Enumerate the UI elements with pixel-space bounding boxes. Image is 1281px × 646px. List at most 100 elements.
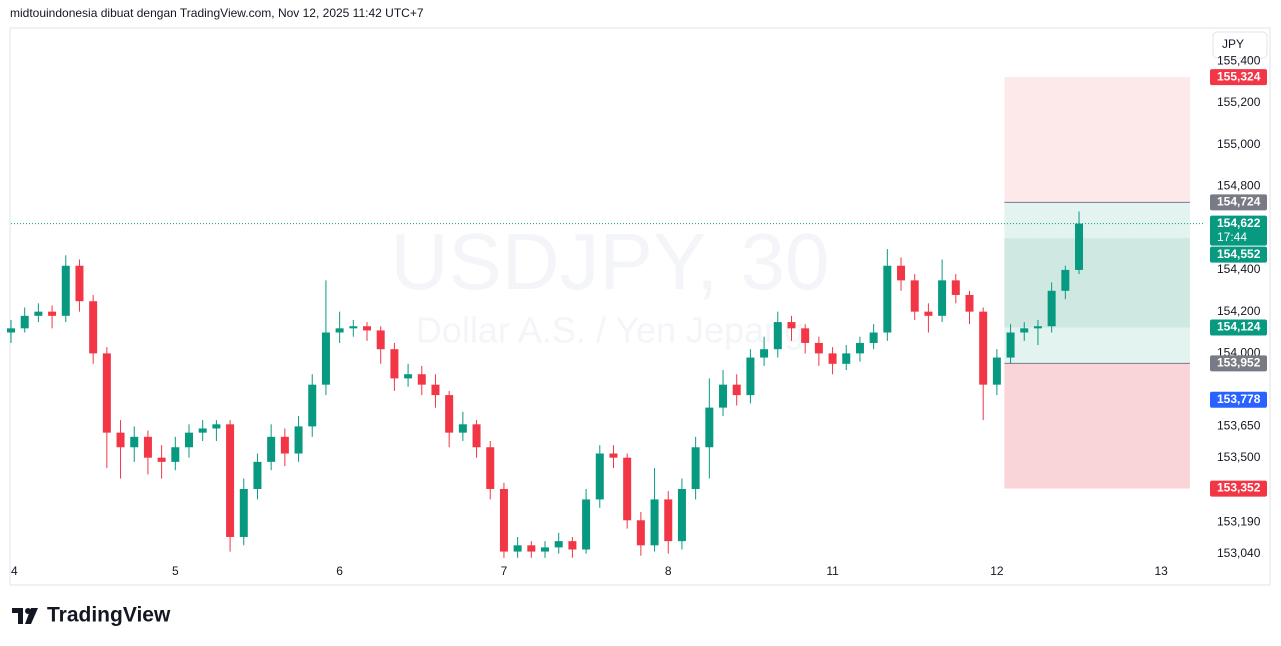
- price-label-box: [1210, 215, 1267, 246]
- candle-body: [431, 384, 440, 396]
- position-zone: [1004, 238, 1190, 328]
- candle-body: [376, 330, 385, 350]
- y-tick-label: 153,500: [1217, 450, 1261, 464]
- brand: TradingView: [47, 604, 171, 627]
- x-tick-label: 12: [990, 564, 1004, 578]
- candle-body: [855, 342, 864, 354]
- candle-body: [239, 488, 248, 537]
- candle-body: [390, 349, 399, 379]
- logo-mark: [25, 608, 38, 624]
- candle-body: [965, 294, 974, 312]
- x-tick-label: 4: [11, 564, 18, 578]
- price-label: 153,952: [1217, 356, 1261, 370]
- currency-box[interactable]: [1212, 31, 1268, 59]
- candle-body: [61, 265, 70, 316]
- candle-body: [938, 280, 947, 316]
- candle-body: [842, 353, 851, 364]
- candle-body: [554, 541, 563, 548]
- logo: [12, 608, 38, 624]
- x-tick-label: 8: [665, 564, 672, 578]
- candle-body: [157, 457, 166, 462]
- price-label-box: [1210, 69, 1267, 86]
- candle-body: [732, 384, 741, 396]
- watermark-description: Dollar A.S. / Yen Jepang: [416, 310, 804, 351]
- candle-body: [404, 374, 413, 379]
- candle-body: [883, 265, 892, 333]
- candle-body: [869, 332, 878, 343]
- price-label: 153,778: [1217, 392, 1261, 406]
- candle-body: [171, 447, 180, 462]
- candle-body: [951, 280, 960, 295]
- price-label-box: [1210, 194, 1267, 211]
- price-label-box: [1210, 246, 1267, 263]
- candle-body: [609, 453, 618, 458]
- candle-body: [253, 461, 262, 489]
- candle-body: [20, 315, 29, 329]
- candle-body: [198, 428, 207, 433]
- candle-body: [828, 353, 837, 364]
- y-tick-label: 153,650: [1217, 419, 1261, 433]
- candle-body: [1075, 223, 1084, 270]
- position-zone: [1004, 363, 1190, 489]
- position-zone: [1004, 77, 1190, 203]
- candle-body: [513, 545, 522, 552]
- candle-body: [34, 311, 43, 316]
- candle-body: [417, 374, 426, 385]
- x-tick-label: 7: [501, 564, 508, 578]
- candle-body: [499, 488, 508, 552]
- candle-body: [760, 349, 769, 358]
- candle-body: [48, 311, 57, 316]
- price-label: 154,724: [1217, 194, 1261, 208]
- x-tick-label: 5: [172, 564, 179, 578]
- candle-body: [280, 436, 289, 454]
- candle-body: [308, 384, 317, 427]
- candle-body: [910, 280, 919, 312]
- candle-body: [541, 547, 550, 552]
- candle-body: [267, 436, 276, 462]
- candle-body: [664, 499, 673, 542]
- candle-body: [924, 311, 933, 316]
- candle-body: [116, 432, 125, 448]
- candle-body: [335, 328, 344, 333]
- candle-body: [746, 357, 755, 396]
- candle-body: [787, 322, 796, 329]
- candle-body: [979, 311, 988, 385]
- chart-frame: [9, 27, 1271, 586]
- logo-mark: [12, 608, 23, 624]
- y-tick-label: 155,200: [1217, 95, 1261, 109]
- y-tick-label: 153,190: [1217, 515, 1261, 529]
- candle-body: [130, 436, 139, 448]
- candle-body: [458, 424, 467, 433]
- y-tick-label: 154,200: [1217, 304, 1261, 318]
- price-label-box: [1210, 480, 1267, 497]
- candle-body: [102, 353, 111, 433]
- price-label: 153,352: [1217, 481, 1261, 495]
- candle-body: [1020, 328, 1029, 333]
- price-label-box: [1210, 391, 1267, 408]
- candle-body: [595, 453, 604, 500]
- candle-body: [568, 541, 577, 550]
- candle-body: [486, 447, 495, 489]
- candle-body: [89, 301, 98, 354]
- candle-body: [623, 457, 632, 521]
- price-label-box: [1210, 355, 1267, 372]
- price-label-box: [1210, 319, 1267, 336]
- candle-body: [773, 322, 782, 350]
- candle-body: [527, 545, 536, 552]
- price-label: 155,324: [1217, 69, 1261, 83]
- price-label: 154,622: [1217, 216, 1261, 230]
- candle-body: [705, 407, 714, 448]
- price-label: 154,124: [1217, 320, 1261, 334]
- candle-body: [650, 499, 659, 546]
- candle-body: [719, 384, 728, 408]
- header: midtouindonesia dibuat dengan TradingVie…: [10, 6, 424, 20]
- candle-body: [349, 326, 358, 329]
- x-tick-label: 13: [1155, 564, 1169, 578]
- candle-body: [321, 332, 330, 385]
- x-tick-label: 11: [826, 564, 839, 578]
- candle-body: [1006, 332, 1015, 358]
- candle-body: [294, 426, 303, 454]
- x-tick-label: 6: [336, 564, 343, 578]
